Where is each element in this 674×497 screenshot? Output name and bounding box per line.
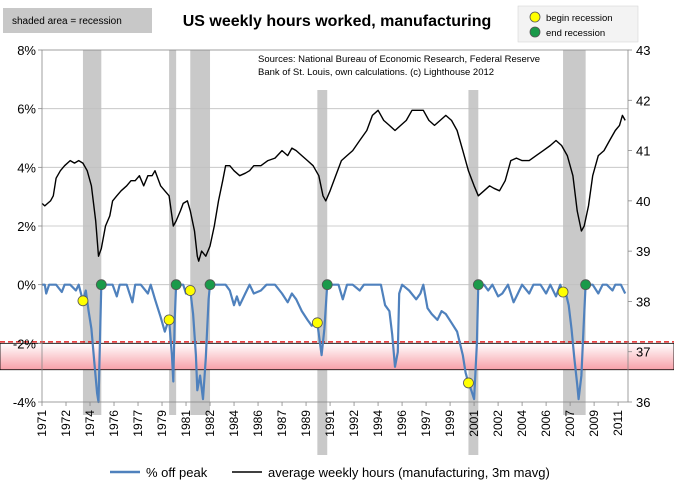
y-right-tick-label-7: 43 <box>636 43 650 58</box>
begin-recession-marker-3 <box>311 317 323 329</box>
sources-line-2: Bank of St. Louis, own calculations. (c)… <box>258 67 494 78</box>
begin-recession-marker-5 <box>557 286 569 298</box>
begin-recession-marker-2 <box>184 285 196 296</box>
axes-group: -4% -2% 0% 2% 4% 6% 8% 36 37 38 39 40 41 42 43 1971 1972… <box>13 43 651 437</box>
end-recession-marker-5 <box>580 279 592 291</box>
x-tick-label-6: 1981 <box>179 410 193 437</box>
x-tick-label-15: 1996 <box>395 410 409 437</box>
recession-band-5 <box>563 50 586 415</box>
markers-group <box>77 279 592 389</box>
x-tick-label-0: 1971 <box>35 410 49 437</box>
end-recession-marker-2 <box>204 279 216 291</box>
begin-recession-marker-0 <box>77 295 89 307</box>
x-tick-label-1: 1972 <box>59 410 73 437</box>
x-tick-label-18: 2001 <box>467 410 481 437</box>
recession-band-0 <box>82 50 102 415</box>
x-tick-label-12: 1991 <box>323 410 337 437</box>
x-tick-label-23: 2009 <box>587 410 601 437</box>
end-recession-marker-4 <box>472 279 484 291</box>
end-recession-legend-label: end recession <box>546 28 605 39</box>
x-tick-label-9: 1986 <box>251 410 265 437</box>
x-tick-label-19: 2002 <box>491 410 505 437</box>
x-tick-label-7: 1982 <box>203 410 217 437</box>
y-left-tick-label-3: 2% <box>17 219 36 234</box>
y-right-tick-label-4: 40 <box>636 194 650 209</box>
x-tick-label-14: 1994 <box>371 410 385 437</box>
end-recession-marker-1 <box>170 279 182 291</box>
legend-label-avg-hours: average weekly hours (manufacturing, 3m … <box>268 465 550 480</box>
shaded-note-text: shaded area = recession <box>12 16 122 27</box>
recession-band-2 <box>190 50 211 415</box>
recession-band-1 <box>169 50 177 415</box>
threshold-band <box>0 342 674 371</box>
x-tick-label-24: 2011 <box>611 410 625 436</box>
x-tick-label-8: 1984 <box>227 410 241 437</box>
recession-band-4 <box>468 90 479 455</box>
series-line-pct-off-peak <box>42 283 627 404</box>
series-lines-group <box>41 109 627 404</box>
recession-band-3 <box>317 90 328 455</box>
x-tick-label-13: 1992 <box>347 410 361 437</box>
threshold-band-group <box>0 341 674 371</box>
y-left-tick-label-6: 8% <box>17 43 36 58</box>
y-left-tick-label-5: 6% <box>17 102 36 117</box>
begin-recession-marker-1 <box>163 314 175 326</box>
x-tick-label-16: 1997 <box>419 410 433 437</box>
shaded-note-box <box>3 8 152 33</box>
y-right-tick-label-0: 36 <box>636 395 650 410</box>
x-tick-label-11: 1989 <box>299 410 313 437</box>
end-recession-marker-3 <box>321 279 333 291</box>
x-tick-label-20: 2004 <box>515 410 529 437</box>
begin-recession-legend-marker <box>529 11 541 23</box>
x-tick-label-10: 1987 <box>275 410 289 437</box>
x-tick-label-5: 1979 <box>155 410 169 437</box>
begin-recession-legend-label: begin recession <box>546 13 613 24</box>
x-tick-label-4: 1977 <box>131 410 145 437</box>
chart-title: US weekly hours worked, manufacturing <box>183 13 492 30</box>
series-line-avg-weekly-hours <box>41 109 626 262</box>
y-right-tick-label-3: 39 <box>636 244 650 259</box>
y-left-tick-label-4: 4% <box>17 160 36 175</box>
x-tick-label-17: 1999 <box>443 410 457 437</box>
end-recession-legend-marker <box>529 26 541 38</box>
x-tick-label-3: 1976 <box>107 410 121 437</box>
legend-label-pct-off-peak: % off peak <box>146 465 208 480</box>
y-left-tick-label-2: 0% <box>17 278 36 293</box>
end-recession-marker-0 <box>95 279 107 291</box>
y-right-tick-label-6: 42 <box>636 93 650 108</box>
y-right-tick-label-5: 41 <box>636 144 650 159</box>
y-left-tick-label-0: -4% <box>13 395 37 410</box>
begin-recession-marker-4 <box>463 377 474 389</box>
x-tick-label-21: 2006 <box>539 410 553 437</box>
x-tick-label-22: 2007 <box>563 410 577 437</box>
y-right-tick-label-1: 37 <box>636 345 650 360</box>
y-right-tick-label-2: 38 <box>636 294 650 309</box>
sources-line-1: Sources: National Bureau of Economic Res… <box>258 54 540 65</box>
x-tick-label-2: 1974 <box>83 410 97 437</box>
y-left-tick-label-1: -2% <box>13 336 37 351</box>
recession-shading-group <box>82 50 586 455</box>
